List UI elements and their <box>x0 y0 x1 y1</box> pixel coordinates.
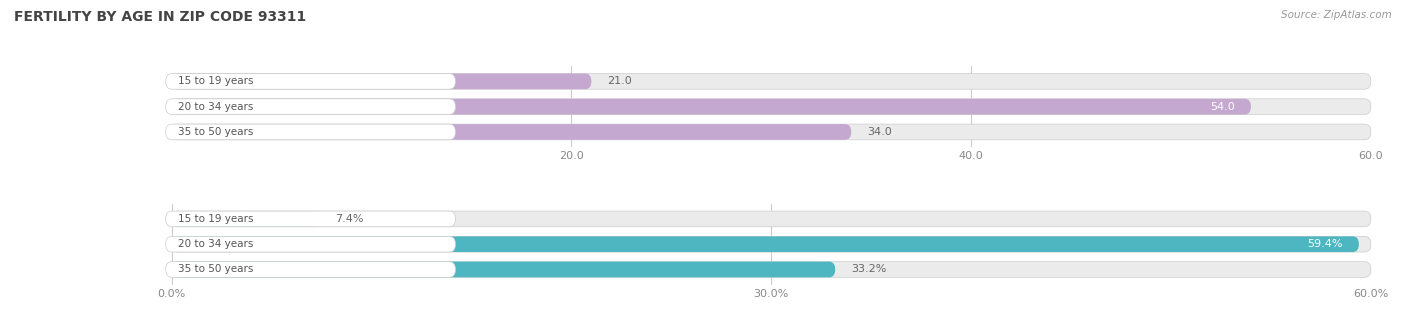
FancyBboxPatch shape <box>172 124 1371 140</box>
FancyBboxPatch shape <box>166 73 456 89</box>
Text: 7.4%: 7.4% <box>336 214 364 224</box>
FancyBboxPatch shape <box>172 236 1371 252</box>
Text: 59.4%: 59.4% <box>1308 239 1343 249</box>
FancyBboxPatch shape <box>166 261 456 277</box>
FancyBboxPatch shape <box>172 99 1371 115</box>
Text: 33.2%: 33.2% <box>851 264 887 274</box>
FancyBboxPatch shape <box>172 99 1251 115</box>
FancyBboxPatch shape <box>166 211 456 227</box>
FancyBboxPatch shape <box>166 99 456 115</box>
FancyBboxPatch shape <box>172 261 1371 277</box>
FancyBboxPatch shape <box>166 236 456 252</box>
Text: 20 to 34 years: 20 to 34 years <box>177 239 253 249</box>
FancyBboxPatch shape <box>172 73 592 89</box>
Text: 21.0: 21.0 <box>607 76 633 86</box>
Text: 15 to 19 years: 15 to 19 years <box>177 76 253 86</box>
Text: 34.0: 34.0 <box>868 127 891 137</box>
FancyBboxPatch shape <box>172 73 1371 89</box>
Text: FERTILITY BY AGE IN ZIP CODE 93311: FERTILITY BY AGE IN ZIP CODE 93311 <box>14 10 307 24</box>
Text: 35 to 50 years: 35 to 50 years <box>177 264 253 274</box>
Text: 15 to 19 years: 15 to 19 years <box>177 214 253 224</box>
Text: 35 to 50 years: 35 to 50 years <box>177 127 253 137</box>
FancyBboxPatch shape <box>166 124 456 140</box>
FancyBboxPatch shape <box>172 261 835 277</box>
FancyBboxPatch shape <box>172 211 1371 227</box>
Text: Source: ZipAtlas.com: Source: ZipAtlas.com <box>1281 10 1392 20</box>
FancyBboxPatch shape <box>172 236 1358 252</box>
FancyBboxPatch shape <box>172 124 851 140</box>
Text: 54.0: 54.0 <box>1211 102 1234 112</box>
Text: 20 to 34 years: 20 to 34 years <box>177 102 253 112</box>
FancyBboxPatch shape <box>172 211 319 227</box>
